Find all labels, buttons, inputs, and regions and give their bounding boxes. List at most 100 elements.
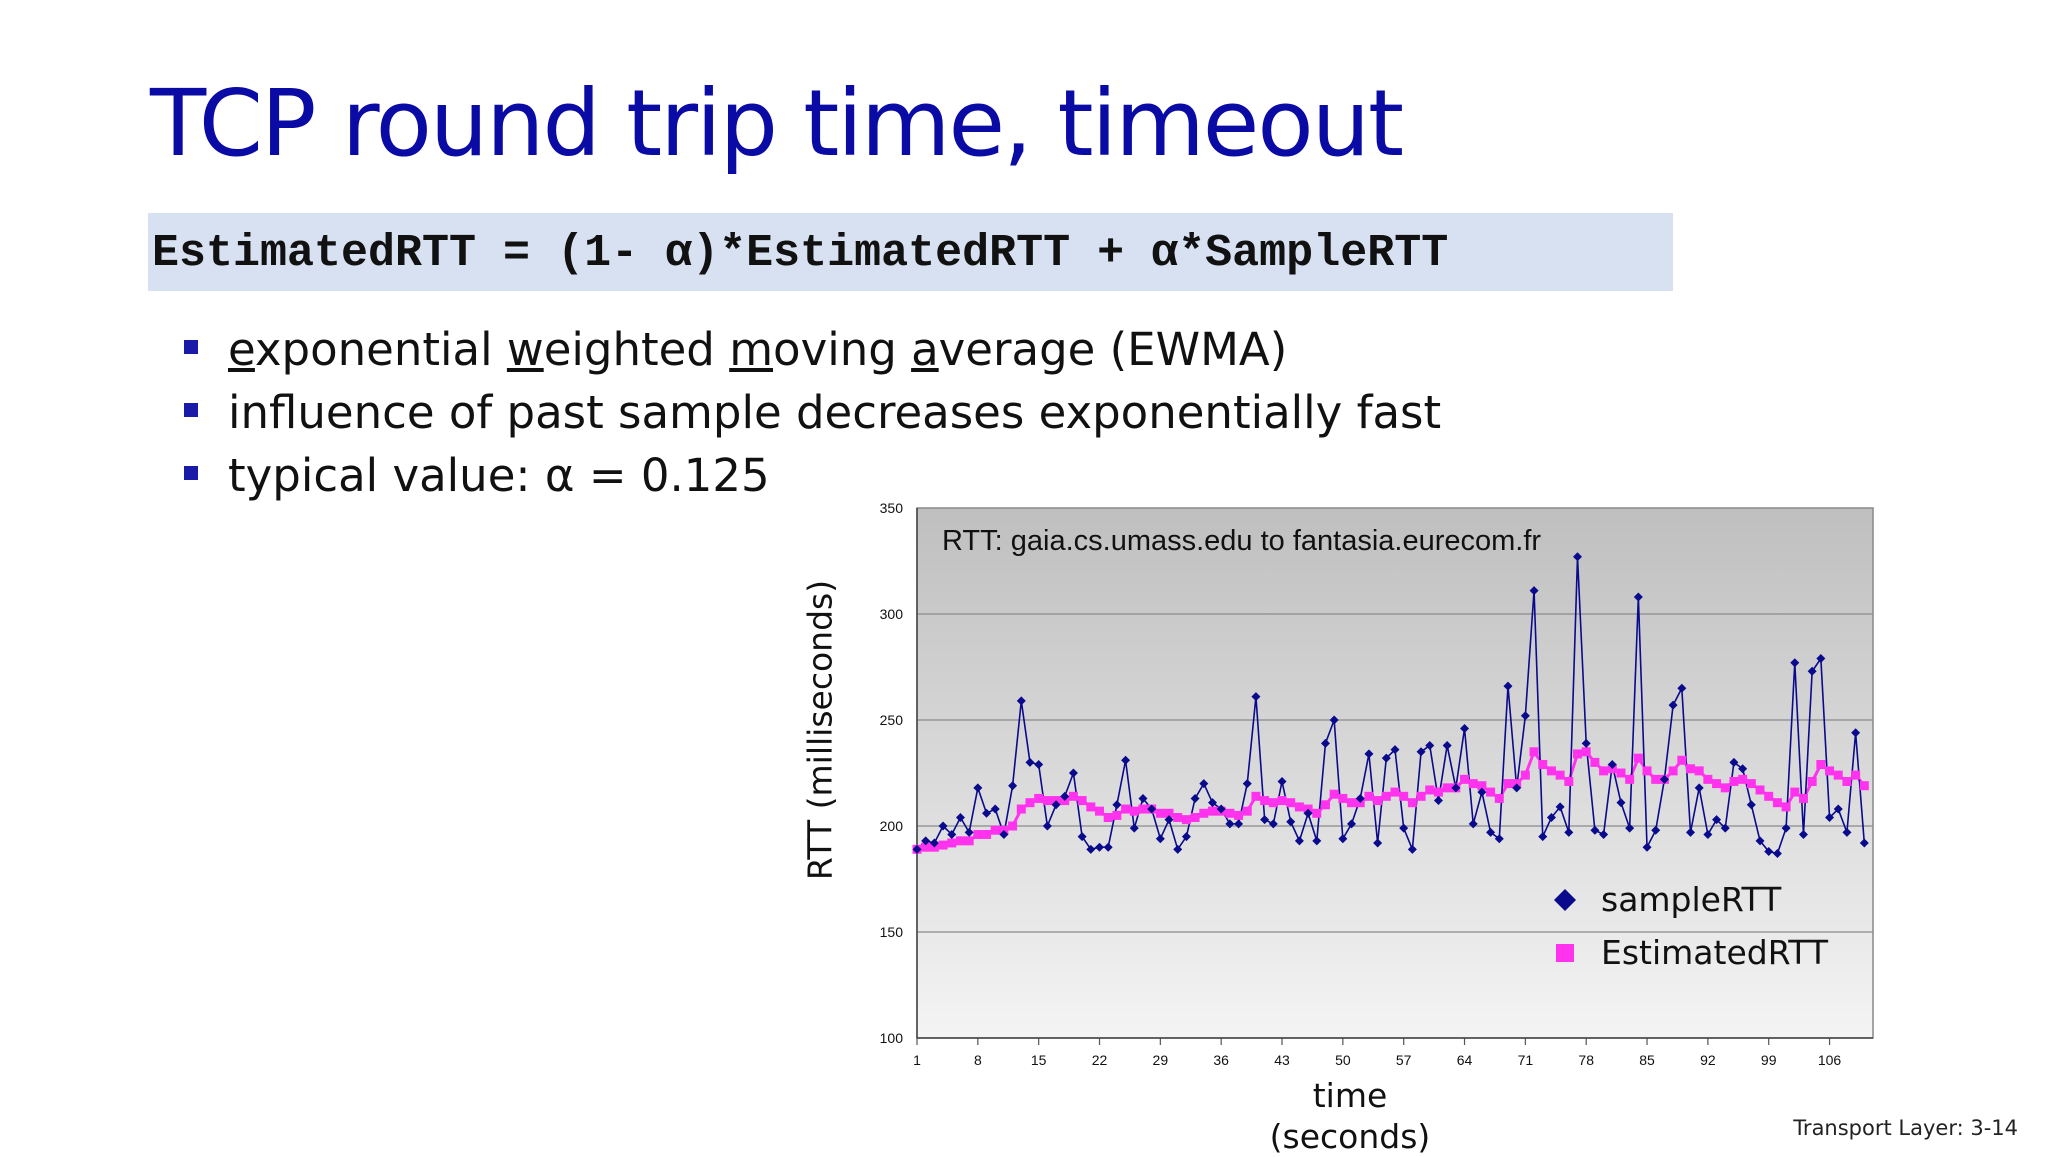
point-estimatedrtt <box>1164 808 1174 818</box>
point-estimatedrtt <box>1373 796 1383 806</box>
chart-title: RTT: gaia.cs.umass.edu to fantasia.eurec… <box>942 525 1541 557</box>
point-samplertt <box>1512 783 1522 793</box>
point-estimatedrtt <box>1416 791 1426 801</box>
point-estimatedrtt <box>1312 808 1322 818</box>
point-estimatedrtt <box>1738 774 1748 784</box>
point-samplertt <box>1720 823 1730 833</box>
point-samplertt <box>1155 834 1165 844</box>
point-samplertt <box>1042 821 1052 831</box>
point-estimatedrtt <box>1720 783 1730 793</box>
point-estimatedrtt <box>1286 798 1296 808</box>
bullet-list: exponential weighted moving average (EWM… <box>180 318 1441 507</box>
point-samplertt <box>1329 715 1339 725</box>
point-samplertt <box>1207 798 1217 808</box>
point-samplertt <box>1494 834 1504 844</box>
point-estimatedrtt <box>1486 787 1496 797</box>
point-samplertt <box>1442 740 1452 750</box>
point-samplertt <box>1294 836 1304 846</box>
point-samplertt <box>1364 749 1374 759</box>
point-estimatedrtt <box>1155 808 1165 818</box>
point-estimatedrtt <box>1746 779 1756 789</box>
point-samplertt <box>1755 836 1765 846</box>
point-samplertt <box>1112 800 1122 810</box>
point-estimatedrtt <box>1833 770 1843 780</box>
point-samplertt <box>1468 819 1478 829</box>
point-estimatedrtt <box>973 829 983 839</box>
point-samplertt <box>1068 768 1078 778</box>
x-tick-label: 36 <box>1213 1052 1229 1068</box>
point-samplertt <box>1607 760 1617 770</box>
point-samplertt <box>1642 842 1652 852</box>
point-estimatedrtt <box>1573 749 1583 759</box>
point-samplertt <box>1520 711 1530 721</box>
point-estimatedrtt <box>1077 796 1087 806</box>
point-estimatedrtt <box>1433 787 1443 797</box>
x-tick-label: 99 <box>1761 1052 1777 1068</box>
y-axis-label: RTT (milliseconds) <box>800 579 840 881</box>
point-samplertt <box>1833 804 1843 814</box>
point-samplertt <box>1477 787 1487 797</box>
point-estimatedrtt <box>921 842 931 852</box>
y-tick-label: 250 <box>880 712 904 728</box>
point-samplertt <box>1095 842 1105 852</box>
point-samplertt <box>1798 829 1808 839</box>
point-estimatedrtt <box>1581 747 1591 757</box>
point-samplertt <box>1851 728 1861 738</box>
point-samplertt <box>973 783 983 793</box>
point-samplertt <box>929 838 939 848</box>
ewma-letter-w: w <box>506 323 544 376</box>
ewma-text-1: xponential <box>254 323 507 376</box>
point-samplertt <box>1486 827 1496 837</box>
point-samplertt <box>1694 783 1704 793</box>
x-tick-label: 22 <box>1092 1052 1108 1068</box>
point-estimatedrtt <box>1042 796 1052 806</box>
ewma-text-2: eighted <box>543 323 730 376</box>
point-estimatedrtt <box>1503 779 1513 789</box>
y-tick-label: 200 <box>880 818 904 834</box>
point-estimatedrtt <box>1138 804 1148 814</box>
point-samplertt <box>1503 681 1513 691</box>
point-samplertt <box>1008 781 1018 791</box>
point-estimatedrtt <box>1616 768 1626 778</box>
point-estimatedrtt <box>1016 804 1026 814</box>
point-estimatedrtt <box>1546 766 1556 776</box>
point-samplertt <box>1677 683 1687 693</box>
point-samplertt <box>999 829 1009 839</box>
point-samplertt <box>1312 836 1322 846</box>
point-estimatedrtt <box>1407 798 1417 808</box>
point-samplertt <box>1764 846 1774 856</box>
point-samplertt <box>1807 666 1817 676</box>
slide-title: TCP round trip time, timeout <box>150 70 1404 177</box>
point-estimatedrtt <box>1121 804 1131 814</box>
point-estimatedrtt <box>1442 783 1452 793</box>
point-estimatedrtt <box>1816 760 1826 770</box>
point-samplertt <box>1129 823 1139 833</box>
point-estimatedrtt <box>1729 776 1739 786</box>
y-tick-label: 300 <box>880 606 904 622</box>
point-samplertt <box>1121 755 1131 765</box>
point-samplertt <box>1546 813 1556 823</box>
point-estimatedrtt <box>1555 770 1565 780</box>
x-tick-label: 71 <box>1518 1052 1534 1068</box>
point-samplertt <box>938 821 948 831</box>
point-samplertt <box>1529 586 1539 596</box>
point-samplertt <box>1781 823 1791 833</box>
point-estimatedrtt <box>1807 776 1817 786</box>
point-samplertt <box>1668 700 1678 710</box>
point-samplertt <box>1286 817 1296 827</box>
ewma-letter-m: m <box>729 323 774 376</box>
point-estimatedrtt <box>1520 770 1530 780</box>
point-estimatedrtt <box>1425 785 1435 795</box>
x-tick-label: 29 <box>1153 1052 1169 1068</box>
point-samplertt <box>1712 815 1722 825</box>
point-samplertt <box>1268 819 1278 829</box>
point-estimatedrtt <box>1703 774 1713 784</box>
point-estimatedrtt <box>1199 808 1209 818</box>
point-estimatedrtt <box>1364 791 1374 801</box>
point-estimatedrtt <box>1294 802 1304 812</box>
point-estimatedrtt <box>1494 793 1504 803</box>
point-estimatedrtt <box>1633 753 1643 763</box>
point-samplertt <box>1355 793 1365 803</box>
point-samplertt <box>1651 825 1661 835</box>
series-line-samplertt <box>916 556 1866 855</box>
